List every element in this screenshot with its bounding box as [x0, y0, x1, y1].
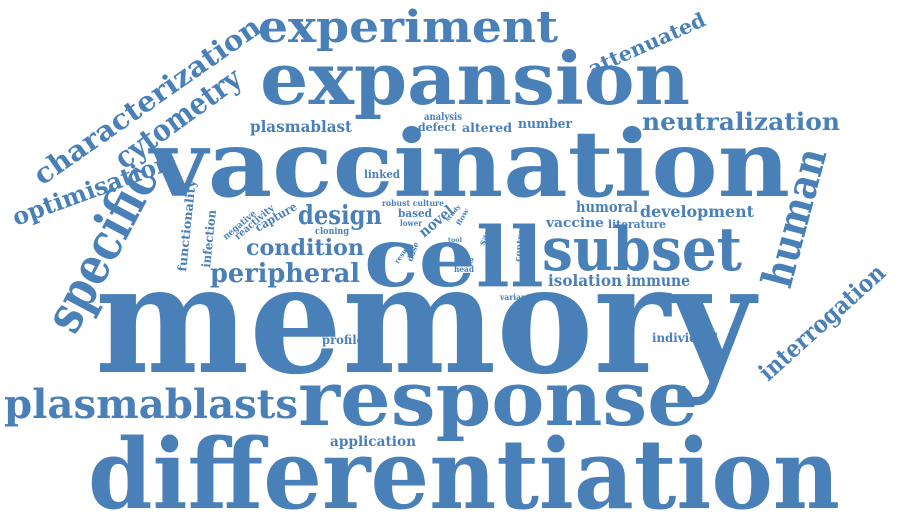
word-expansion: expansion: [260, 36, 690, 121]
word-linked: linked: [364, 168, 400, 181]
word-infection: infection: [199, 209, 219, 268]
word-vaccination: vaccination: [148, 110, 790, 218]
word-rare: rare: [454, 256, 474, 266]
word-control: control: [512, 225, 526, 262]
word-differentiation: differentiation: [88, 418, 840, 521]
word-immune: immune: [626, 271, 690, 290]
word-cloning: cloning: [315, 227, 350, 237]
word-condition: condition: [246, 235, 364, 261]
word-vaccine: vaccine: [545, 216, 604, 231]
word-variant: variant: [499, 292, 530, 302]
word-experiment: experiment: [258, 2, 559, 53]
word-tool: tool: [448, 237, 463, 244]
word-cell: cell: [364, 210, 544, 306]
word-robust-culture: robust culture: [382, 198, 444, 208]
word-application: application: [330, 434, 416, 450]
word-head: head: [454, 264, 474, 274]
word-response: response: [298, 354, 698, 443]
word-based: based: [398, 207, 432, 220]
word-humoral: humoral: [576, 198, 638, 216]
word-development: development: [640, 202, 755, 221]
word-subset: subset: [542, 215, 742, 285]
word-peripheral: peripheral: [210, 259, 360, 289]
word-plasmablast: plasmablast: [250, 117, 353, 136]
word-individual: individual: [652, 331, 718, 345]
word-number: number: [518, 117, 572, 132]
word-altered: altered: [462, 121, 513, 135]
word-analysis: analysis: [424, 112, 462, 123]
word-neutralization: neutralization: [642, 107, 840, 136]
word-lower: lower: [400, 218, 423, 228]
word-plasmablasts: plasmablasts: [4, 381, 298, 428]
word-profile: profile: [322, 333, 364, 347]
word-defect: defect: [418, 121, 457, 134]
word-isolation: isolation: [548, 271, 622, 290]
word-design: design: [298, 201, 382, 231]
word-literature: literature: [608, 218, 666, 231]
word-memory: memory: [95, 232, 759, 408]
